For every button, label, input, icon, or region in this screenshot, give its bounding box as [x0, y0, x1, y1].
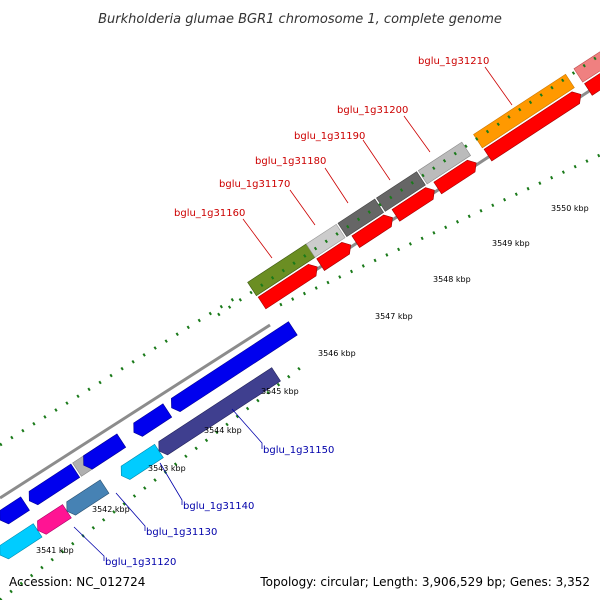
leader-line [289, 189, 316, 226]
leader-line [484, 66, 513, 106]
tick-label: 3545 kbp [261, 387, 299, 396]
leader-line [242, 218, 273, 259]
leader-line [403, 115, 431, 153]
tick-label: 3542 kbp [92, 505, 130, 514]
cds-arrow [351, 214, 393, 248]
gene-label: bglu_1g31200 [337, 105, 408, 116]
tick-label: 3549 kbp [492, 239, 530, 248]
cds-arrow [483, 91, 582, 162]
reverse-gene-labels: bglu_1g31150 bglu_1g31140 bglu_1g31130 b… [73, 408, 334, 568]
accession-text: Accession: NC_012724 [9, 575, 145, 589]
gene-label: bglu_1g31160 [174, 208, 245, 219]
gene-label: bglu_1g31190 [294, 131, 365, 142]
outer-tick-ruler [0, 293, 241, 447]
gene-label: bglu_1g31130 [146, 527, 217, 538]
upper-segment [217, 46, 600, 317]
tick-label: 3543 kbp [148, 464, 186, 473]
cds-arrow [584, 64, 600, 96]
gene-feature [573, 46, 600, 83]
leader-line [324, 167, 349, 204]
gene-feature [83, 433, 127, 470]
topology-text: Topology: circular; Length: 3,906,529 bp… [259, 575, 590, 589]
leader-line [231, 408, 263, 449]
cds-arrow [391, 187, 435, 222]
lower-segment [0, 293, 301, 600]
tick-label: 3546 kbp [318, 349, 356, 358]
cds-arrow [158, 367, 281, 456]
cds-arrow [66, 479, 110, 516]
gene-label: bglu_1g31170 [219, 179, 290, 190]
gene-track [247, 46, 600, 297]
gene-feature [417, 141, 472, 185]
backbone-line [0, 323, 271, 500]
tick-label: 3547 kbp [375, 312, 413, 321]
leader-line [159, 462, 183, 505]
cds-arrow [257, 263, 318, 310]
gene-label: bglu_1g31150 [263, 445, 334, 456]
gene-feature [473, 73, 575, 149]
gene-label: bglu_1g31180 [255, 156, 326, 167]
forward-gene-labels: bglu_1g31160 bglu_1g31170 bglu_1g31180 b… [174, 56, 513, 259]
leader-line [73, 526, 105, 561]
leader-line [362, 139, 391, 181]
cds-arrow [433, 159, 477, 195]
reverse-cds-track [0, 367, 281, 560]
tick-labels: 3541 kbp 3542 kbp 3543 kbp 3544 kbp 3545… [36, 204, 589, 555]
gene-label: bglu_1g31140 [183, 501, 254, 512]
map-title: Burkholderia glumae BGR1 chromosome 1, c… [98, 12, 502, 27]
gene-feature [133, 403, 173, 437]
cds-arrow [316, 242, 352, 271]
gene-label: bglu_1g31120 [105, 557, 176, 568]
gene-feature [171, 321, 298, 413]
gene-label: bglu_1g31210 [418, 56, 489, 67]
tick-label: 3541 kbp [36, 546, 74, 555]
cds-arrow [0, 523, 43, 560]
forward-cds-track [257, 64, 600, 310]
cds-arrow [120, 443, 164, 480]
tick-label: 3544 kbp [204, 426, 242, 435]
tick-label: 3550 kbp [551, 204, 589, 213]
cds-arrow [37, 504, 72, 535]
leader-line [115, 492, 146, 531]
gene-feature [337, 198, 384, 237]
gene-track [0, 321, 298, 525]
gene-feature [0, 496, 30, 525]
tick-label: 3548 kbp [433, 275, 471, 284]
gene-feature [28, 463, 81, 506]
feature-layer [0, 46, 600, 600]
